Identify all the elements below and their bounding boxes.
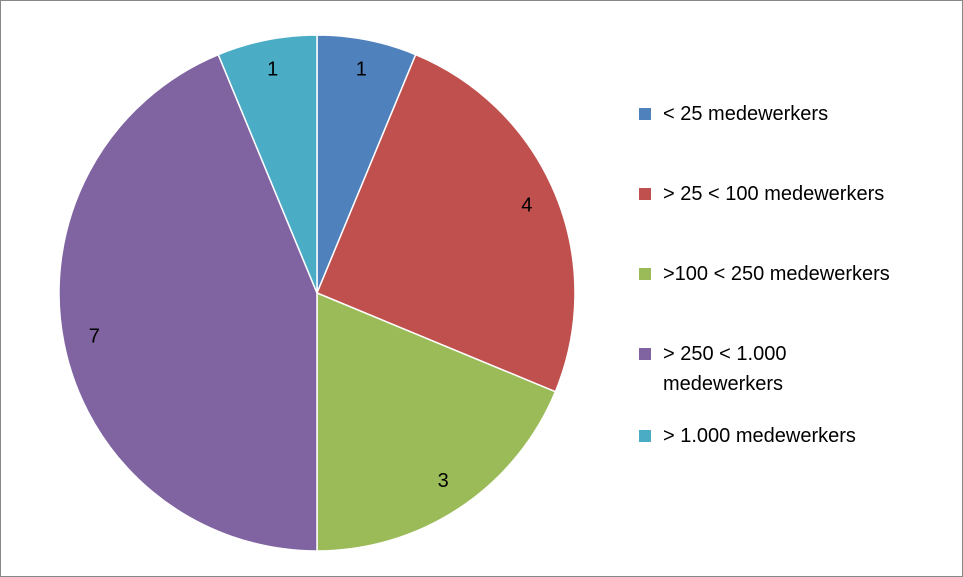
pie-slice [58, 53, 318, 552]
legend-label: > 1.000 medewerkers [663, 425, 856, 447]
legend-label: > 25 < 100 medewerkers [663, 183, 885, 205]
pie-slice [316, 53, 576, 393]
legend-swatch [639, 188, 651, 200]
data-label: 1 [356, 59, 367, 81]
legend: < 25 medewerkers > 25 < 100 medewerkers >1… [639, 99, 939, 501]
legend-swatch [639, 108, 651, 120]
data-label: 1 [267, 59, 278, 81]
legend-swatch [639, 268, 651, 280]
legend-item: > 250 < 1.000 medewerkers [639, 339, 939, 421]
legend-item: > 25 < 100 medewerkers [639, 179, 939, 259]
legend-item: > 1.000 medewerkers [639, 421, 939, 501]
pie-slice [316, 291, 557, 552]
data-label: 7 [89, 326, 100, 348]
legend-swatch [639, 348, 651, 360]
legend-swatch [639, 430, 651, 442]
pie-slice [217, 34, 318, 294]
legend-item: >100 < 250 medewerkers [639, 259, 939, 339]
legend-label: < 25 medewerkers [663, 103, 829, 125]
data-label: 4 [521, 194, 532, 216]
data-label: 3 [438, 470, 449, 492]
legend-item: < 25 medewerkers [639, 99, 939, 179]
legend-label: > 250 < 1.000 medewerkers [663, 343, 787, 395]
legend-label: >100 < 250 medewerkers [663, 263, 890, 285]
